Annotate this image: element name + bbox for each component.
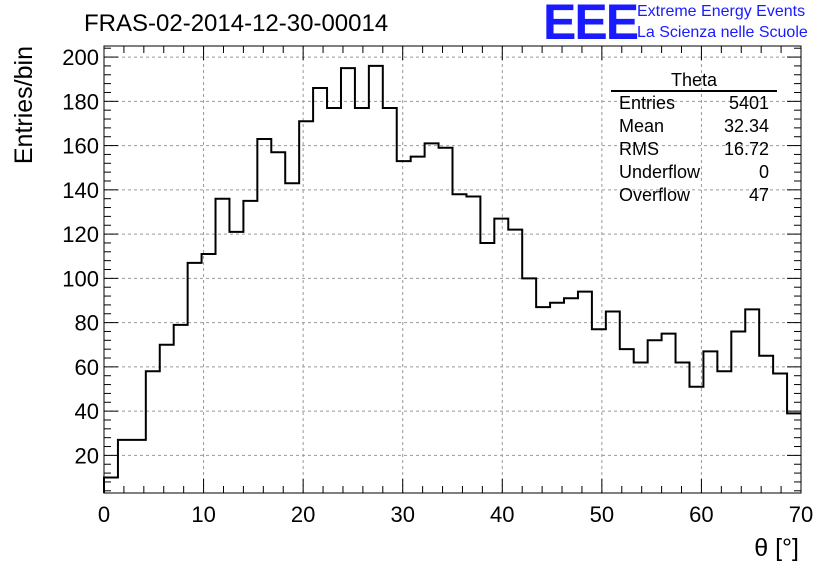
y-axis-label: Entries/bin	[10, 46, 38, 164]
histogram-bin	[592, 329, 606, 493]
stats-value: 5401	[728, 93, 769, 113]
stats-row-entries: Entries 5401	[609, 92, 777, 115]
y-tick-label: 40	[75, 399, 99, 424]
histogram-bin	[411, 157, 425, 493]
histogram-bin	[257, 139, 271, 493]
eee-logo: EEE	[543, 0, 639, 50]
histogram-bin	[606, 312, 620, 493]
x-tick-label: 20	[291, 502, 315, 527]
histogram-bin	[229, 232, 243, 493]
x-tick-label: 40	[490, 502, 514, 527]
y-tick-label: 160	[62, 134, 99, 159]
histogram-bin	[355, 108, 369, 493]
stats-label: Mean	[619, 116, 665, 136]
histogram-bin	[648, 340, 662, 493]
stats-value: 16.72	[723, 139, 769, 159]
histogram-bin	[313, 88, 327, 493]
stats-box: Theta Entries 5401 Mean 32.34 RMS 16.72 …	[609, 71, 777, 207]
stats-label: RMS	[619, 139, 659, 159]
y-tick-label: 120	[62, 222, 99, 247]
y-tick-label: 140	[62, 178, 99, 203]
histogram-bin	[522, 278, 536, 493]
x-tick-label: 30	[390, 502, 414, 527]
histogram-bin	[425, 143, 439, 493]
histogram-bin	[676, 362, 690, 493]
stats-row-rms: RMS 16.72	[609, 138, 777, 161]
histogram-bin	[369, 66, 383, 493]
histogram-bin	[466, 196, 480, 493]
histogram-bin	[662, 334, 676, 493]
x-tick-label: 0	[98, 502, 110, 527]
histogram-bin	[508, 230, 522, 493]
stats-value: 47	[748, 185, 769, 205]
histogram-bin	[383, 108, 397, 493]
histogram-bin	[745, 309, 759, 493]
stats-label: Overflow	[619, 185, 691, 205]
histogram-bin	[271, 152, 285, 493]
stats-row-underflow: Underflow 0	[609, 161, 777, 184]
histogram-bin	[731, 331, 745, 493]
histogram-bin	[550, 303, 564, 493]
histogram-bin	[118, 440, 132, 493]
histogram-bin	[341, 68, 355, 493]
stats-row-mean: Mean 32.34	[609, 115, 777, 138]
histogram-bin	[216, 199, 230, 493]
y-tick-label: 100	[62, 266, 99, 291]
stats-label: Underflow	[619, 162, 701, 182]
x-axis-label: θ [°]	[754, 534, 799, 562]
histogram-bin	[480, 243, 494, 493]
histogram-bin	[327, 108, 341, 493]
histogram-series-line	[103, 64, 801, 493]
x-tick-label: 70	[789, 502, 813, 527]
stats-label: Entries	[619, 93, 676, 113]
x-tick-label: 50	[590, 502, 614, 527]
histogram-bin	[494, 219, 508, 493]
y-tick-label: 20	[75, 443, 99, 468]
stats-title: Theta	[611, 71, 777, 92]
stats-row-overflow: Overflow 47	[609, 184, 777, 207]
histogram-bin	[202, 254, 216, 493]
y-tick-label: 200	[62, 45, 99, 70]
histogram-bin	[132, 440, 146, 493]
histogram-bin	[188, 263, 202, 493]
logo-subtitle-2: La Scienza nelle Scuole	[637, 24, 808, 41]
histogram-bin	[787, 413, 801, 493]
histogram-bin	[285, 183, 299, 493]
stats-value: 0	[758, 162, 769, 182]
x-tick-label: 60	[689, 502, 713, 527]
histogram-bin	[160, 345, 174, 493]
stats-value: 32.34	[723, 116, 769, 136]
y-tick-label: 80	[75, 311, 99, 336]
histogram-bin	[146, 371, 160, 493]
y-tick-label: 60	[75, 355, 99, 380]
histogram-bin	[174, 325, 188, 493]
histogram-bin	[620, 349, 634, 493]
histogram-bin	[773, 374, 787, 493]
histogram-bin	[453, 194, 467, 493]
y-tick-label: 180	[62, 89, 99, 114]
logo-subtitle-1: Extreme Energy Events	[637, 3, 806, 20]
histogram-bin	[578, 292, 592, 493]
x-tick-label: 10	[191, 502, 215, 527]
histogram-bin	[439, 148, 453, 493]
histogram-bin	[564, 298, 578, 493]
histogram-bin	[397, 161, 411, 493]
histogram-bin	[299, 121, 313, 493]
histogram-bin	[717, 371, 731, 493]
histogram-bin	[689, 387, 703, 493]
histogram-bin	[759, 356, 773, 493]
histogram-bin	[243, 201, 257, 493]
histogram-bin	[536, 307, 550, 493]
histogram-bin	[703, 351, 717, 493]
histogram-bin	[634, 362, 648, 493]
chart-title: FRAS-02-2014-12-30-00014	[84, 10, 389, 37]
